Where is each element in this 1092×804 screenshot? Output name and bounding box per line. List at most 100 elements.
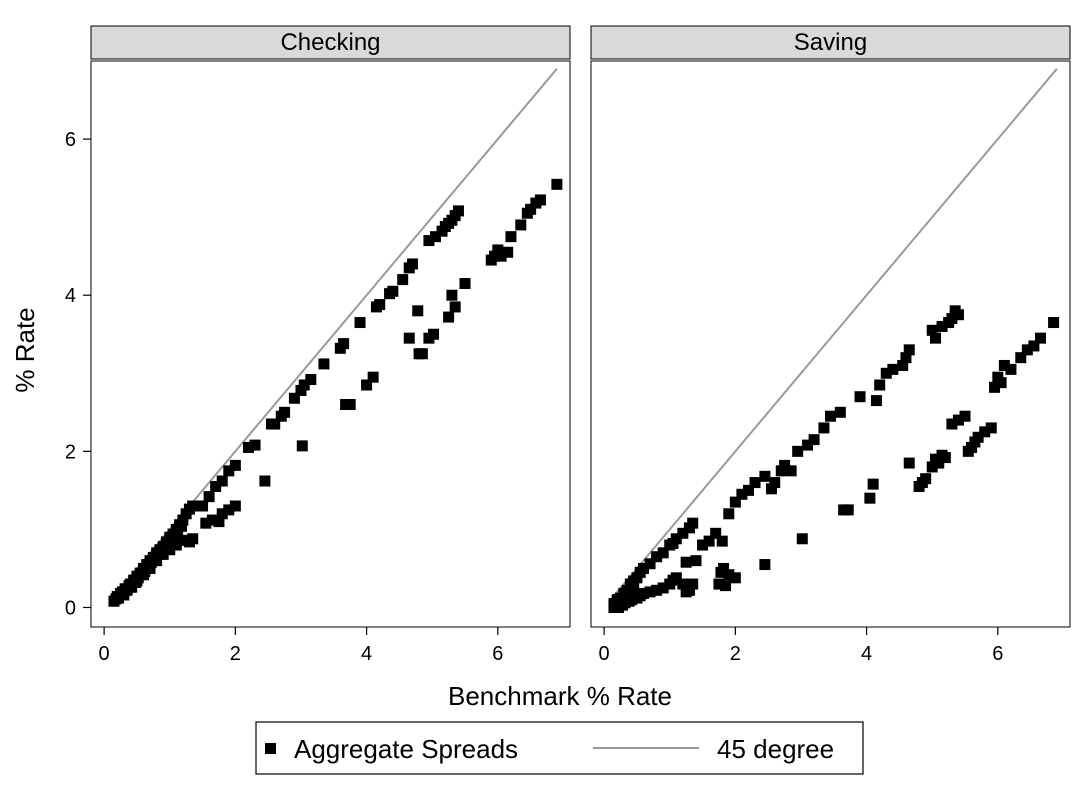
data-point <box>946 313 958 325</box>
data-point <box>407 258 419 270</box>
y-tick-label: 0 <box>65 597 76 619</box>
data-point <box>176 520 188 532</box>
data-point <box>677 527 689 539</box>
data-point <box>926 461 938 473</box>
data-point <box>729 572 741 584</box>
data-point <box>216 508 228 520</box>
legend-label-45-degree: 45 degree <box>717 734 834 764</box>
legend-square-marker <box>265 743 276 754</box>
data-point <box>998 359 1010 371</box>
data-point <box>505 231 517 243</box>
data-point <box>374 299 386 311</box>
data-point <box>1048 317 1060 329</box>
data-point <box>723 508 735 520</box>
data-point <box>926 324 938 336</box>
y-tick-label: 6 <box>65 129 76 151</box>
data-point <box>242 441 254 453</box>
data-point <box>933 457 945 469</box>
data-point <box>354 317 366 329</box>
panel-saving-reference-line <box>609 68 1058 601</box>
data-point <box>779 459 791 471</box>
x-tick-label: 6 <box>992 643 1003 665</box>
data-point <box>959 410 971 422</box>
x-tick-label: 2 <box>230 643 241 665</box>
data-point <box>137 569 149 581</box>
data-point <box>995 377 1007 389</box>
data-point <box>131 575 143 587</box>
data-point <box>423 235 435 247</box>
data-point <box>864 492 876 504</box>
data-point <box>713 578 725 590</box>
x-tick-label: 0 <box>99 643 110 665</box>
data-point <box>259 475 271 487</box>
data-point <box>920 473 932 485</box>
data-point <box>288 392 300 404</box>
data-point <box>952 309 964 321</box>
data-point <box>972 431 984 443</box>
legend: Aggregate Spreads 45 degree <box>255 721 864 775</box>
data-point <box>644 586 656 598</box>
data-point <box>187 533 199 545</box>
data-point <box>802 439 814 451</box>
data-point <box>157 548 169 560</box>
data-point <box>939 452 951 464</box>
data-point <box>403 332 415 344</box>
data-point <box>412 305 424 317</box>
data-point <box>644 558 656 570</box>
panel-checking-points <box>108 178 563 607</box>
data-point <box>792 445 804 457</box>
panel-checking-x-axis: 0 2 4 6 <box>99 627 503 665</box>
data-point <box>177 534 189 546</box>
data-point <box>729 496 741 508</box>
data-point <box>502 246 514 258</box>
data-point <box>936 320 948 332</box>
data-point <box>683 584 695 596</box>
data-point <box>172 527 184 539</box>
data-point <box>1005 363 1017 375</box>
data-point <box>249 439 261 451</box>
data-point <box>769 477 781 489</box>
data-point <box>492 244 504 256</box>
data-point <box>703 535 715 547</box>
data-point <box>657 582 669 594</box>
data-point <box>637 562 649 574</box>
y-axis: 0 2 4 6 <box>65 129 91 619</box>
data-point <box>903 457 915 469</box>
panel-checking-header <box>90 25 571 60</box>
data-point <box>1015 352 1027 364</box>
data-point <box>210 480 222 492</box>
data-point <box>279 406 291 418</box>
data-point <box>223 465 235 477</box>
panel-saving-title: Saving <box>794 29 867 56</box>
data-point <box>416 348 428 360</box>
data-point <box>628 586 640 598</box>
data-point <box>1028 340 1040 352</box>
panel-saving-points <box>608 305 1060 613</box>
data-point <box>269 418 281 430</box>
data-point <box>495 250 507 262</box>
data-point <box>534 194 546 206</box>
data-point <box>887 363 899 375</box>
data-point <box>897 359 909 371</box>
data-point <box>298 379 310 391</box>
data-point <box>206 514 218 526</box>
data-point <box>344 399 356 411</box>
data-point <box>515 219 527 231</box>
data-point <box>197 500 209 512</box>
data-point <box>785 465 797 477</box>
x-tick-label: 2 <box>730 643 741 665</box>
data-point <box>1034 332 1046 344</box>
data-point <box>296 440 308 452</box>
legend-box <box>255 721 864 775</box>
data-point <box>670 572 682 584</box>
data-point <box>525 203 537 215</box>
data-point <box>979 426 991 438</box>
data-point <box>428 328 440 340</box>
data-point <box>443 311 455 323</box>
data-point <box>151 555 163 567</box>
data-point <box>637 587 649 599</box>
data-point <box>880 367 892 379</box>
x-tick-label: 4 <box>361 643 372 665</box>
data-point <box>305 374 317 386</box>
data-point <box>338 338 350 350</box>
